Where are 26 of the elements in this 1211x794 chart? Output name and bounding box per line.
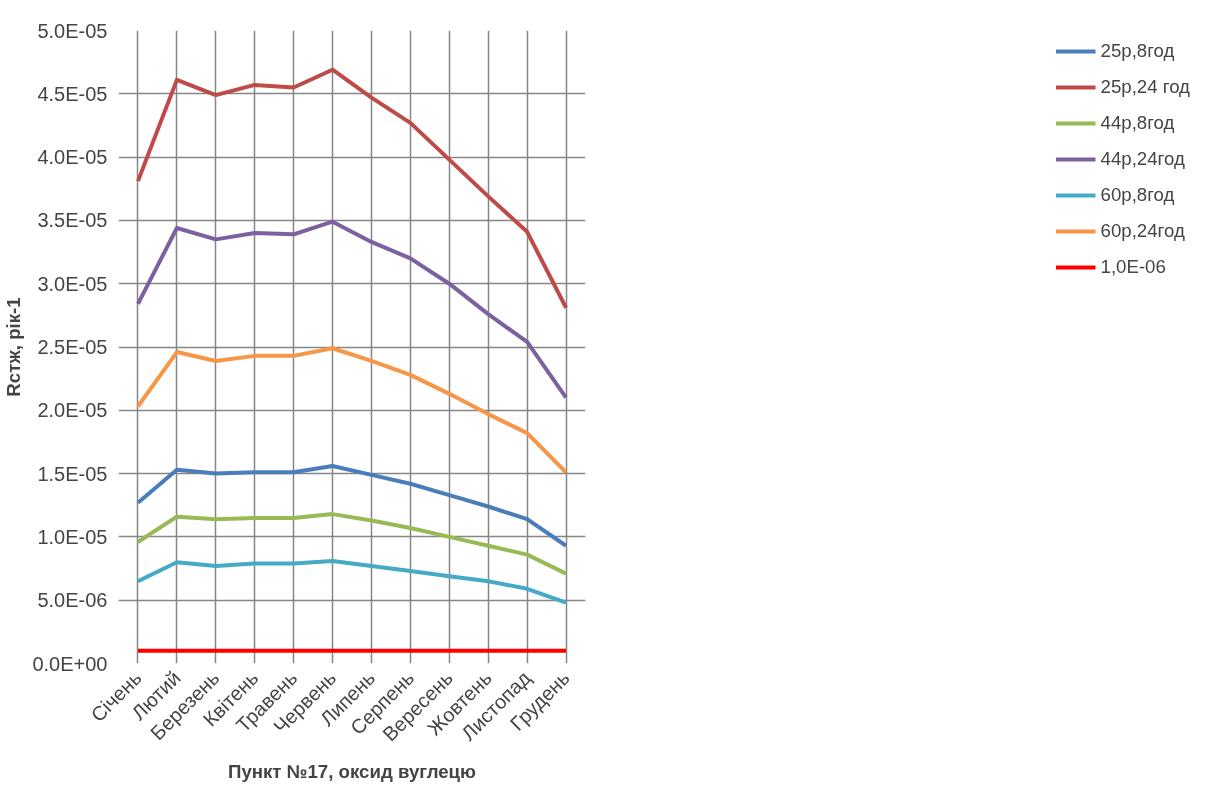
legend-label: 1,0E-06 [1100,256,1166,278]
legend-label: 44р,24год [1100,148,1185,170]
y-tick-label: 3.5E-05 [37,209,108,232]
y-tick-label: 1.5E-05 [37,462,108,485]
legend-label: 44р,8год [1100,112,1175,134]
y-tick-label: 2.5E-05 [37,336,108,358]
legend-label: 25р,8год [1100,40,1175,62]
y-tick-label: 4.5E-05 [37,82,108,105]
y-axis-title: Rстж, рік-1 [3,297,25,397]
line-series [135,219,569,400]
legend-label: 60р,24год [1100,220,1185,242]
line-series [135,464,569,548]
y-tick-label: 0.0E+00 [32,652,108,675]
x-axis-title: Пункт №17, оксид вуглецю [227,761,477,783]
line-series [135,67,569,310]
legend-label: 25р,24 год [1100,76,1190,98]
line-series [135,346,569,475]
line-series [135,512,569,576]
legend-label: 60р,8год [1100,184,1175,206]
y-tick-label: 5.0E-06 [37,589,108,612]
y-tick-label: 1.0E-05 [37,525,108,548]
y-tick-label: 3.0E-05 [37,272,108,295]
line-series [135,558,569,605]
y-tick-label: 2.0E-05 [37,399,108,422]
y-tick-label: 4.0E-05 [37,146,108,169]
y-tick-label: 5.0E-05 [37,19,108,42]
